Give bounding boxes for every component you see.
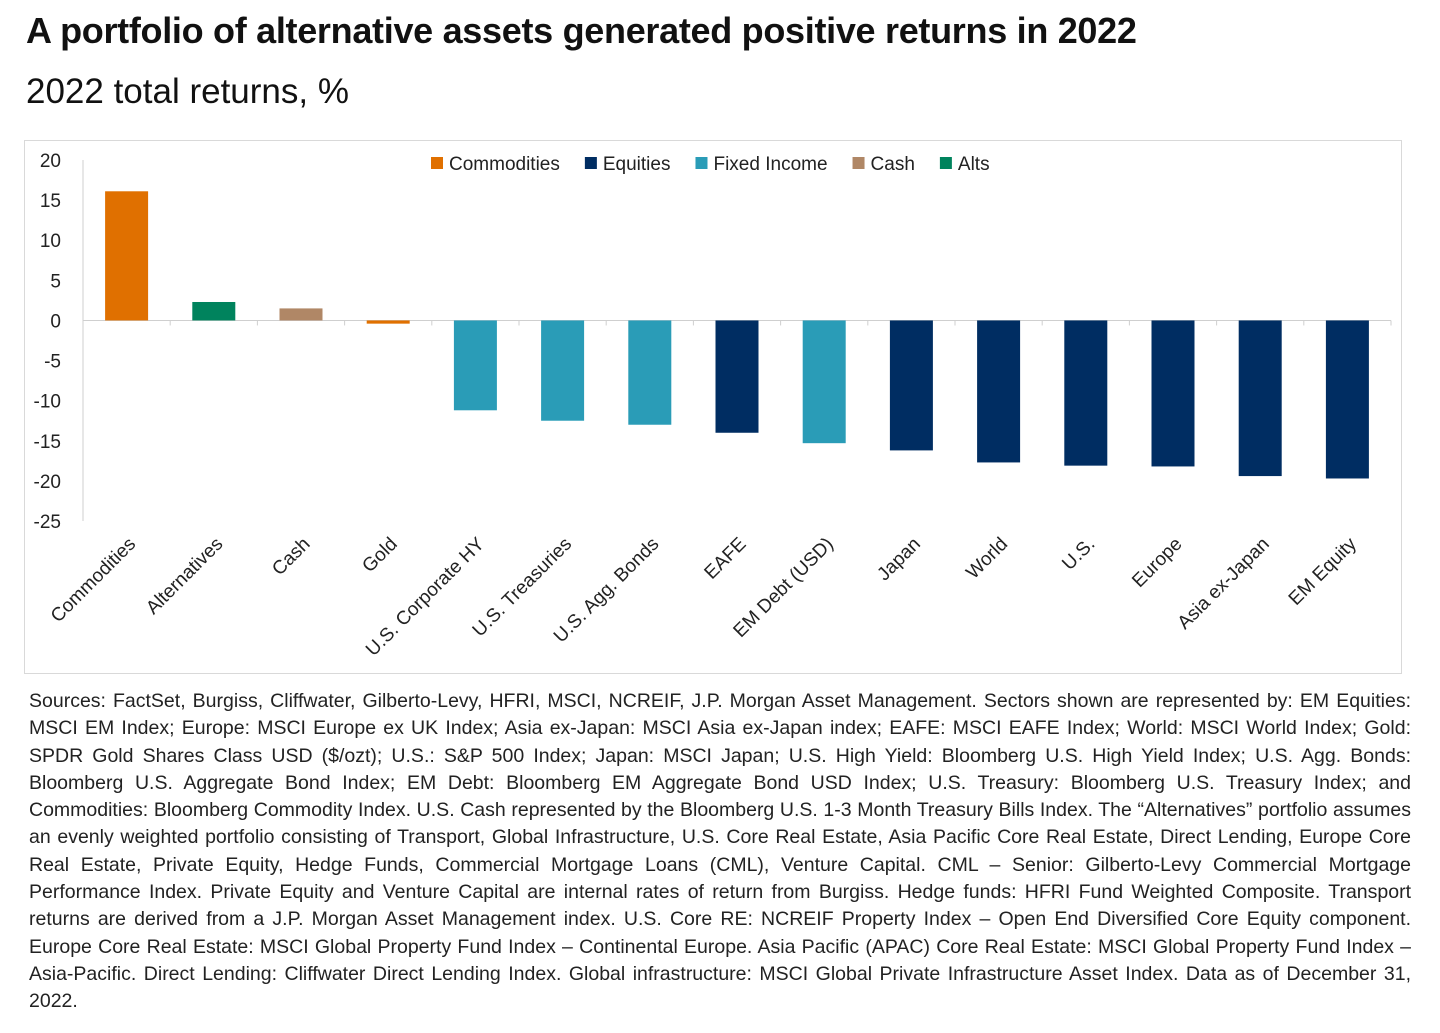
- legend-label: Fixed Income: [713, 154, 827, 175]
- legend-swatch: [852, 157, 865, 169]
- x-category-label: EM Equity: [1285, 533, 1361, 609]
- bar-u-s-corporate-hy[interactable]: [453, 320, 497, 411]
- legend-label: Equities: [603, 154, 671, 175]
- bar-u-s-treasuries[interactable]: [541, 320, 585, 421]
- bar-asia-ex-japan[interactable]: [1238, 320, 1282, 477]
- x-category-label: U.S.: [1058, 534, 1099, 575]
- x-category-label: Japan: [873, 534, 924, 585]
- legend-swatch: [431, 157, 443, 169]
- x-category-label: Asia ex-Japan: [1174, 534, 1274, 634]
- y-tick-label: -5: [44, 352, 61, 373]
- chart-frame: 20 15 10 5 0 -5 -10 -15 -20 -25 Commodities Alterna…: [24, 140, 1402, 674]
- bar-europe[interactable]: [1151, 320, 1195, 467]
- y-tick-label: -25: [34, 512, 61, 533]
- x-category-label: Europe: [1128, 534, 1186, 592]
- bar-commodities[interactable]: [105, 191, 149, 321]
- x-category-label: Cash: [268, 534, 314, 580]
- bar-cash[interactable]: [279, 308, 323, 321]
- source-note: Sources: FactSet, Burgiss, Cliffwater, G…: [29, 690, 1411, 1013]
- x-category-label: World: [962, 534, 1012, 584]
- legend-label: Cash: [871, 154, 915, 175]
- x-category-label: Alternatives: [142, 534, 227, 619]
- y-tick-label: 15: [40, 191, 61, 212]
- y-tick-label: 10: [40, 231, 61, 252]
- legend-swatch: [584, 157, 597, 169]
- legend-label: Commodities: [449, 154, 560, 175]
- legend-swatch: [939, 157, 952, 169]
- chart-subtitle: 2022 total returns, %: [26, 72, 349, 111]
- y-tick-label: 5: [50, 271, 61, 292]
- y-tick-label: -20: [34, 472, 61, 493]
- legend-swatch: [695, 157, 708, 169]
- bar-u-s-agg-bonds[interactable]: [628, 320, 672, 425]
- bar-japan[interactable]: [889, 320, 933, 451]
- bar-eafe[interactable]: [715, 320, 759, 433]
- y-tick-label: -10: [34, 392, 61, 413]
- bar-u-s[interactable]: [1064, 320, 1108, 466]
- y-tick-label: -15: [34, 432, 61, 453]
- bar-world[interactable]: [977, 320, 1021, 463]
- x-category-label: Commodities: [47, 534, 140, 627]
- legend-label: Alts: [958, 154, 990, 175]
- bar-gold[interactable]: [366, 320, 410, 324]
- bar-em-debt-usd[interactable]: [802, 320, 846, 444]
- y-tick-label: 20: [40, 151, 61, 172]
- chart-title: A portfolio of alternative assets genera…: [26, 10, 1137, 51]
- x-category-label: Gold: [359, 534, 402, 577]
- y-tick-label: 0: [50, 311, 61, 332]
- bar-alternatives[interactable]: [192, 301, 236, 321]
- x-category-label: EAFE: [701, 534, 751, 584]
- bar-em-equity[interactable]: [1325, 320, 1369, 479]
